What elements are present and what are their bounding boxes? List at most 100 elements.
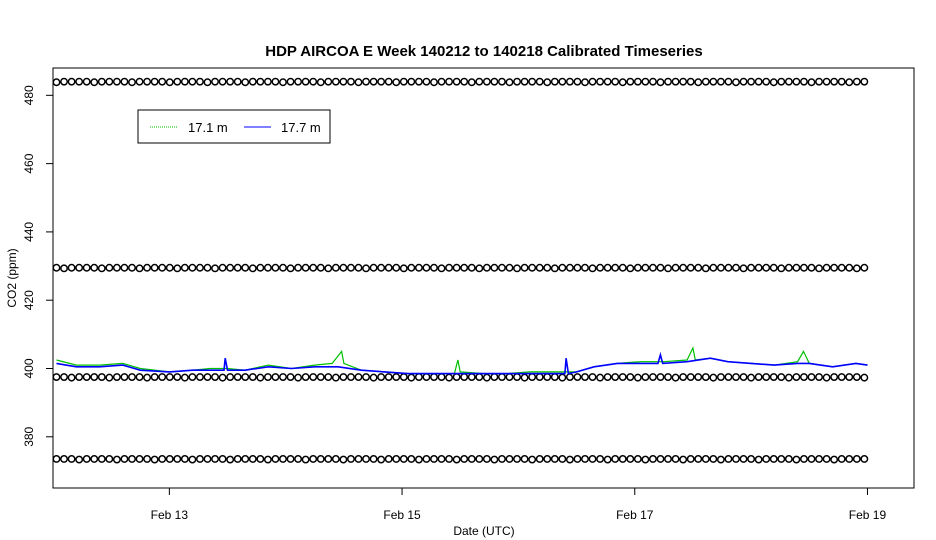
flask-point — [248, 373, 257, 381]
flask-point — [346, 455, 355, 463]
flask-point — [120, 455, 129, 463]
flask-point — [105, 455, 114, 463]
flask-point — [430, 263, 438, 272]
flask-point — [588, 77, 597, 86]
flask-point — [331, 455, 340, 463]
flask-point — [513, 264, 521, 273]
flask-point — [143, 263, 152, 272]
y-tick-label: 460 — [22, 153, 36, 173]
flask-point — [452, 77, 461, 86]
series-line-17-7-m — [56, 351, 868, 375]
flask-point — [656, 78, 665, 87]
flask-point — [331, 77, 340, 86]
flask-point — [346, 77, 355, 86]
flask-point — [754, 373, 763, 381]
flask-point — [158, 373, 167, 381]
flask-point — [475, 455, 484, 463]
flask-point — [596, 263, 605, 272]
flask-point — [135, 264, 144, 273]
flask-point — [709, 77, 718, 86]
flask-point — [233, 77, 242, 86]
flask-point — [830, 373, 839, 381]
flask-point — [807, 78, 816, 87]
flask-point — [195, 263, 204, 272]
flask-point — [188, 263, 197, 272]
flask-point — [452, 263, 461, 272]
flask-point — [301, 455, 310, 464]
flask-point — [422, 373, 431, 381]
flask-point — [724, 373, 733, 381]
flask-point — [860, 373, 869, 382]
flask-point — [671, 77, 680, 86]
flask-point — [460, 373, 469, 381]
flask-point — [67, 77, 76, 86]
flask-point — [732, 455, 740, 463]
flask-point — [128, 455, 136, 463]
flask-point — [482, 455, 491, 463]
flask-point — [407, 263, 416, 272]
flask-point — [535, 263, 544, 272]
flask-point — [626, 455, 635, 463]
flask-point — [724, 263, 733, 272]
flask-point — [346, 373, 355, 381]
flask-point — [581, 373, 589, 381]
flask-point — [732, 263, 740, 272]
flask-point — [490, 455, 499, 464]
flask-point — [686, 455, 695, 463]
flask-point — [414, 373, 423, 381]
flask-point — [716, 77, 725, 86]
flask-point — [535, 455, 544, 463]
flask-point — [830, 455, 839, 464]
y-axis: 380 400 420 440 460 480 — [22, 85, 53, 447]
flask-point — [656, 455, 665, 463]
flask-point — [452, 455, 461, 464]
flask-point — [316, 263, 325, 272]
flask-point — [588, 373, 597, 381]
flask-point — [195, 373, 204, 381]
flask-point — [143, 373, 152, 382]
flask-point — [769, 263, 778, 272]
flask-point — [573, 373, 582, 381]
flask-point — [445, 373, 454, 382]
flask-point — [384, 263, 393, 272]
flask-point — [482, 263, 491, 272]
flask-point — [701, 373, 710, 381]
flask-point — [362, 264, 370, 273]
flask-point — [603, 373, 612, 381]
y-tick-label: 400 — [22, 358, 36, 378]
flask-point — [550, 373, 559, 381]
flask-point — [128, 78, 136, 87]
flask-point — [822, 455, 831, 463]
flask-point — [437, 373, 446, 381]
flask-point — [286, 77, 295, 86]
flask-point — [263, 263, 272, 272]
flask-point — [626, 264, 635, 273]
flask-point — [490, 373, 499, 381]
flask-point — [528, 455, 537, 464]
flask-point — [550, 264, 559, 273]
flask-point — [82, 373, 91, 381]
flask-point — [799, 455, 808, 463]
flask-points-layer — [52, 77, 869, 464]
flask-point — [754, 77, 763, 86]
flask-point — [384, 373, 393, 381]
flask-point — [581, 78, 589, 87]
flask-point — [520, 455, 529, 463]
flask-point — [173, 373, 182, 381]
flask-point — [724, 455, 733, 463]
flask-point — [165, 455, 174, 463]
flask-point — [211, 264, 219, 273]
flask-point — [301, 263, 310, 272]
flask-point — [271, 373, 280, 381]
flask-point — [497, 263, 506, 272]
flask-point — [331, 373, 340, 382]
flask-point — [112, 263, 121, 272]
flask-point — [150, 77, 159, 86]
flask-point — [67, 263, 76, 272]
flask-point — [241, 373, 250, 381]
flask-point — [120, 263, 129, 272]
x-tick-label: Feb 15 — [383, 508, 421, 522]
flask-point — [543, 455, 552, 463]
flask-point — [75, 263, 84, 272]
